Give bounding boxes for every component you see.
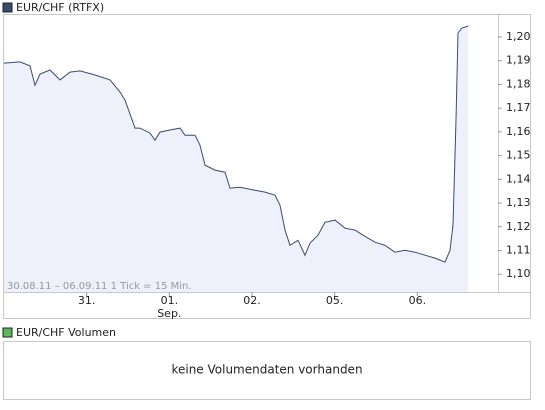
y-tick-label: 1,15 (506, 149, 531, 162)
y-tick-label: 1,13 (506, 196, 531, 209)
area (4, 26, 468, 292)
empty-message: keine Volumendaten vorhanden (171, 363, 362, 377)
y-tick-label: 1,18 (506, 77, 531, 90)
legend-swatch (2, 327, 13, 338)
x-tick-label: 01. (161, 294, 179, 307)
y-tick-label: 1,17 (506, 101, 531, 114)
y-tick-label: 1,11 (506, 243, 531, 256)
y-tick-label: 1,16 (506, 125, 531, 138)
panel-frame (3, 14, 531, 319)
x-tick-label: 31. (78, 294, 96, 307)
y-tick-label: 1,19 (506, 54, 531, 67)
note: 30.08.11 – 06.09.11 1 Tick = 15 Min. (7, 281, 192, 292)
y-tick-label: 1,12 (506, 220, 531, 233)
x-tick-label: 02. (243, 294, 261, 307)
x-tick-label: 05. (326, 294, 344, 307)
legend-label: EUR/CHF Volumen (16, 326, 116, 339)
line (3, 25, 469, 263)
y-tick-label: 1,20 (506, 30, 531, 43)
x-sublabel: Sep. (157, 307, 181, 320)
x-tick-label: 06. (409, 294, 427, 307)
legend-label: EUR/CHF (RTFX) (16, 1, 104, 14)
legend-swatch (2, 2, 13, 13)
volume-panel (3, 341, 531, 400)
y-tick-label: 1,14 (506, 172, 531, 185)
y-tick-label: 1,10 (506, 267, 531, 280)
